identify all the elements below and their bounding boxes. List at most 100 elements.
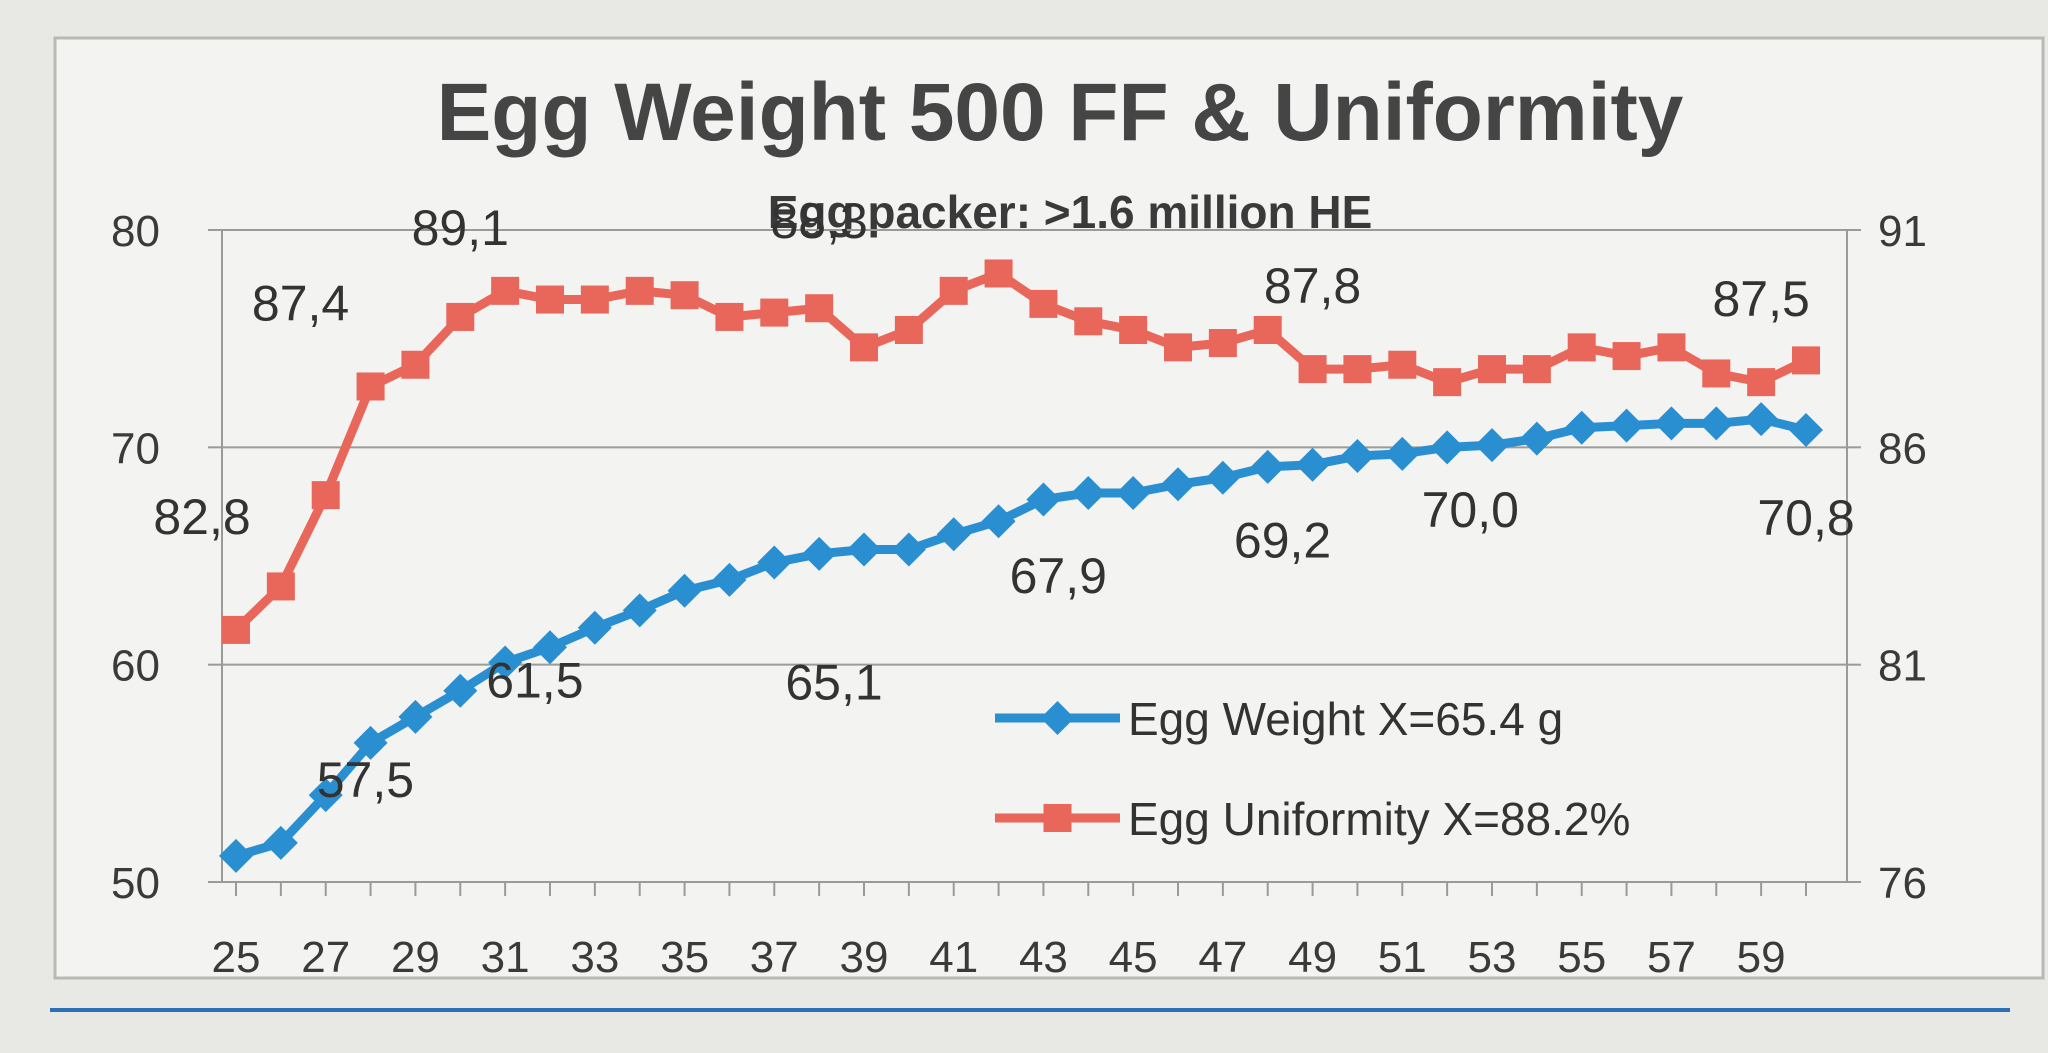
data-point-diamond [443, 673, 478, 708]
data-label: 82,8 [153, 489, 250, 545]
data-point-square [311, 481, 340, 510]
data-point-diamond [757, 545, 792, 580]
data-point-diamond [936, 517, 971, 552]
data-point-diamond [1789, 412, 1823, 447]
data-label: 61,5 [486, 653, 583, 709]
data-point-diamond [1519, 421, 1554, 456]
data-label: 57,5 [317, 752, 414, 808]
data-label: 87,5 [1712, 271, 1809, 327]
x-tick-label: 29 [391, 933, 440, 982]
data-point-diamond [667, 573, 702, 608]
x-tick-label: 35 [660, 933, 709, 982]
data-point-square [446, 302, 475, 331]
data-point-diamond [891, 532, 926, 567]
data-point-diamond [1609, 408, 1644, 443]
data-point-diamond [712, 562, 747, 597]
data-point-square [1343, 355, 1372, 384]
data-point-square [266, 572, 295, 601]
y-left-tick-label: 60 [111, 642, 160, 691]
legend-swatch-diamond [1040, 701, 1075, 735]
data-point-diamond [1385, 436, 1420, 471]
data-point-square [1298, 355, 1327, 384]
data-point-diamond [577, 610, 612, 645]
data-point-square [1792, 346, 1820, 375]
data-label: 87,8 [1264, 258, 1361, 314]
data-label: 65,1 [785, 654, 882, 710]
data-label: 70,8 [1757, 490, 1854, 546]
data-point-square [491, 276, 520, 305]
x-tick-label: 39 [840, 933, 889, 982]
data-point-square [401, 350, 430, 379]
data-label: 89,1 [412, 200, 509, 256]
data-point-square [850, 333, 878, 362]
data-point-square [1388, 350, 1417, 379]
data-point-square [1253, 315, 1282, 344]
data-point-square [1029, 289, 1058, 318]
data-point-diamond [1250, 449, 1285, 484]
data-point-square [1478, 355, 1506, 384]
y-right-tick-label: 76 [1878, 859, 1927, 908]
data-point-square [1208, 329, 1237, 358]
data-point-square [625, 276, 654, 305]
data-label: 88,3 [770, 193, 867, 249]
x-tick-label: 53 [1468, 933, 1517, 982]
data-label: 69,2 [1234, 513, 1331, 569]
y-left-tick-label: 80 [111, 207, 160, 256]
data-point-diamond [1699, 406, 1734, 441]
data-point-diamond [1071, 475, 1106, 510]
data-point-diamond [1654, 406, 1689, 441]
data-point-square [1567, 333, 1596, 362]
data-point-square [1074, 307, 1103, 336]
data-point-diamond [1026, 482, 1061, 517]
data-point-diamond [981, 504, 1016, 539]
data-point-square [580, 285, 609, 314]
data-point-diamond [1340, 439, 1375, 474]
x-tick-label: 27 [301, 933, 350, 982]
data-point-diamond [398, 699, 433, 734]
data-point-square [1433, 368, 1462, 397]
data-point-diamond [1475, 428, 1509, 463]
data-point-square [1747, 368, 1776, 397]
y-left-tick-label: 70 [111, 424, 160, 473]
data-point-diamond [353, 725, 388, 760]
data-point-square [894, 315, 923, 344]
x-tick-label: 43 [1019, 933, 1068, 982]
y-left-tick-label: 50 [111, 859, 160, 908]
data-point-diamond [219, 838, 253, 873]
y-right-tick-label: 81 [1878, 642, 1927, 691]
data-point-diamond [1744, 402, 1779, 437]
data-point-diamond [1430, 430, 1465, 465]
x-tick-label: 37 [750, 933, 799, 982]
x-tick-label: 51 [1378, 933, 1427, 982]
data-point-square [939, 276, 968, 305]
x-tick-label: 59 [1737, 933, 1786, 982]
series [219, 259, 1823, 873]
chart-title: Egg Weight 500 FF & Uniformity [437, 67, 1684, 158]
data-point-diamond [533, 630, 567, 665]
legend-label: Egg Uniformity X=88.2% [1128, 793, 1630, 845]
x-tick-label: 33 [570, 933, 619, 982]
axes: 50 76 60 81 70 86 80 91 25 27 29 31 33 35 37 39 41 43 45 47… [111, 207, 1927, 982]
x-tick-label: 41 [929, 933, 978, 982]
data-point-diamond [263, 825, 298, 860]
legend-label: Egg Weight X=65.4 g [1128, 693, 1563, 745]
data-point-diamond [1564, 410, 1599, 445]
data-point-diamond [847, 532, 881, 567]
x-tick-label: 47 [1198, 933, 1247, 982]
data-point-diamond [802, 536, 837, 571]
x-tick-label: 45 [1109, 933, 1158, 982]
y-right-tick-label: 86 [1878, 424, 1927, 473]
data-point-diamond [1116, 475, 1151, 510]
x-tick-label: 55 [1557, 933, 1606, 982]
legend: Egg Weight X=65.4 g Egg Uniformity X=88.2… [995, 693, 1630, 845]
data-point-square [984, 259, 1013, 288]
data-point-square [222, 615, 250, 644]
data-label: 67,9 [1010, 548, 1107, 604]
data-point-diamond [622, 593, 657, 628]
data-point-square [1119, 315, 1148, 344]
data-point-diamond [488, 645, 523, 680]
legend-swatch-square [1043, 804, 1072, 832]
data-point-diamond [308, 778, 343, 813]
data-point-diamond [1295, 447, 1330, 482]
